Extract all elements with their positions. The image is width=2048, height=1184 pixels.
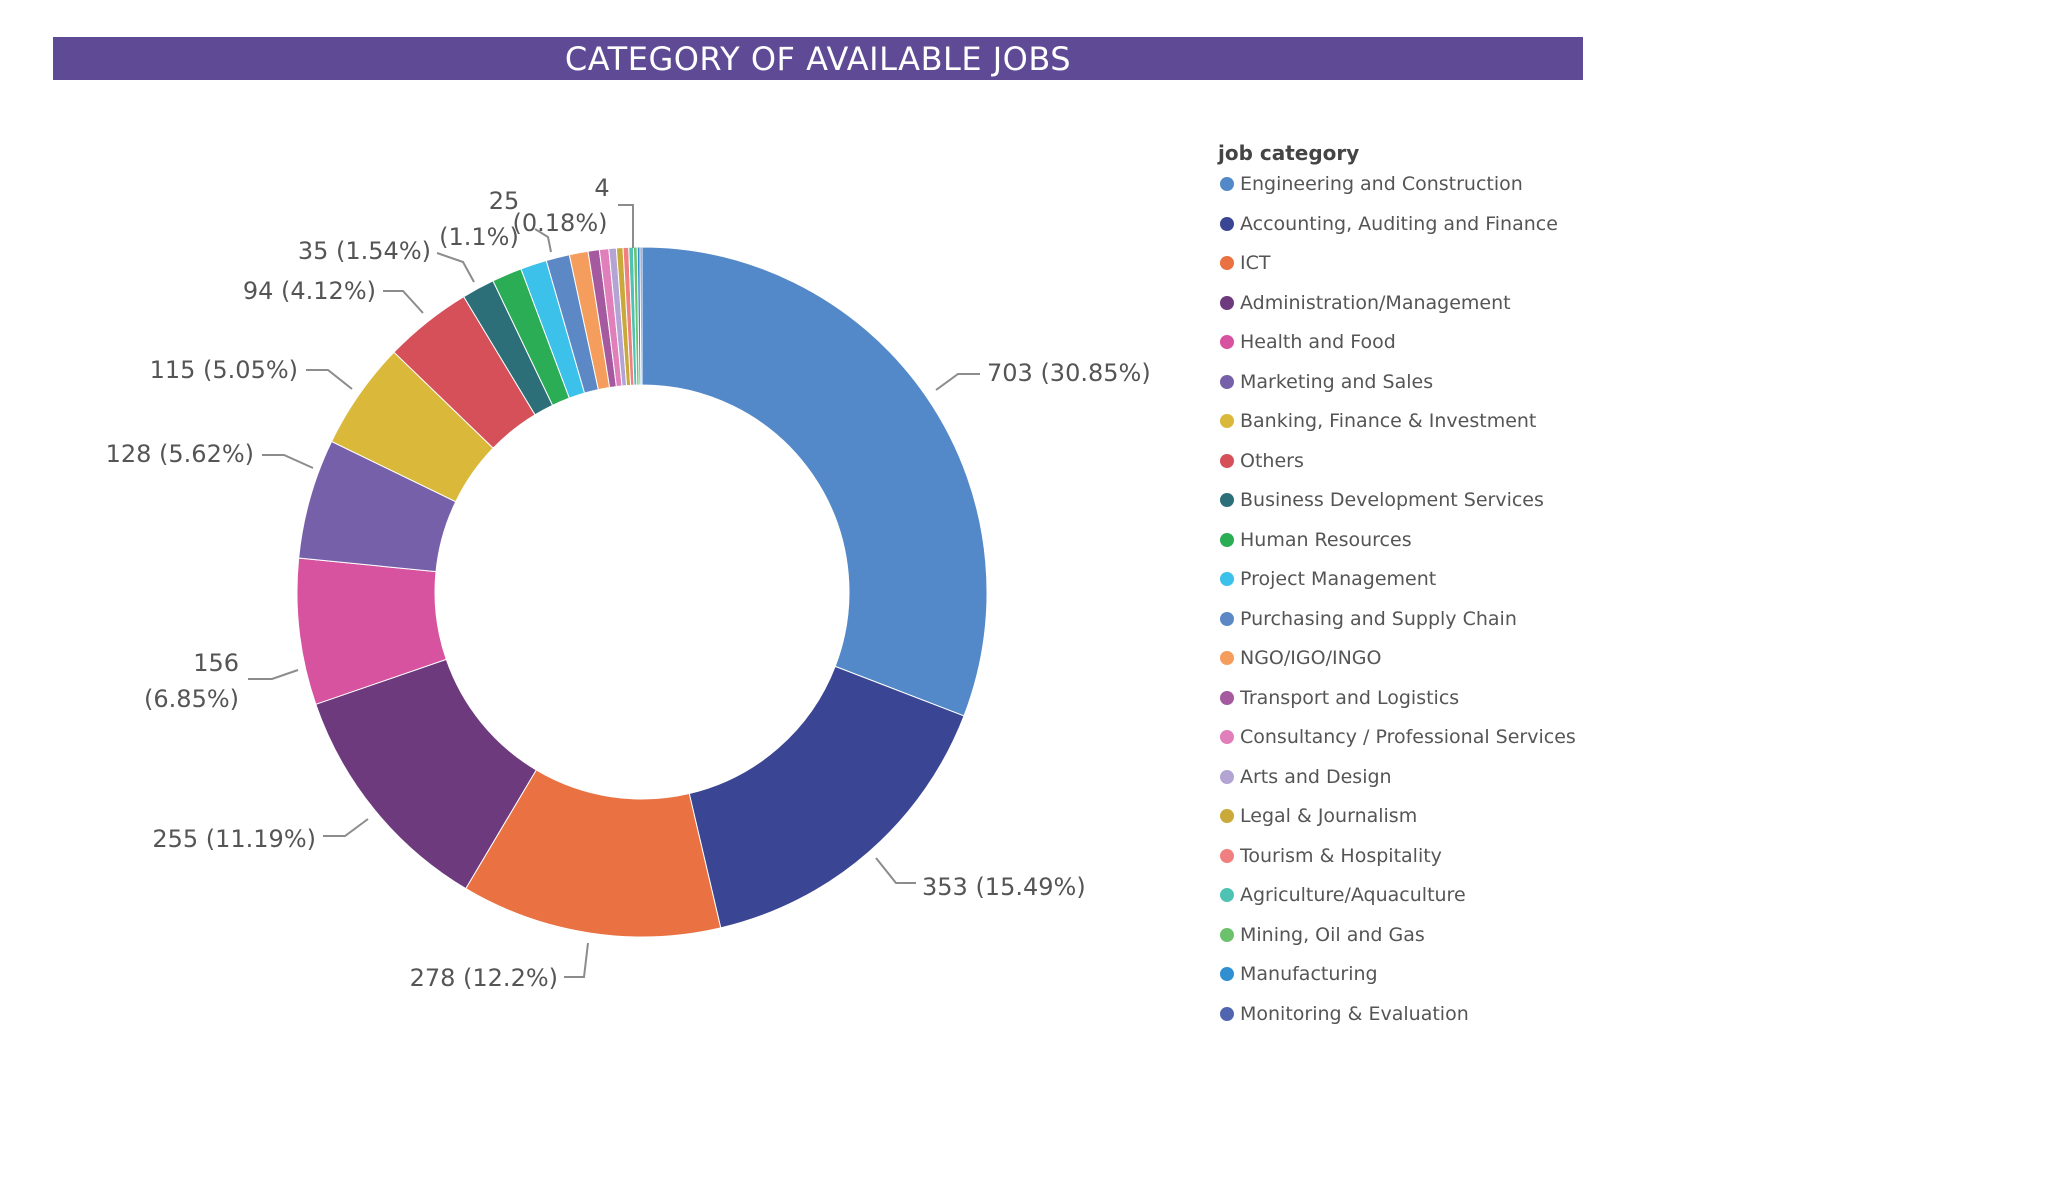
legend-item-ict[interactable]: ICT xyxy=(1218,251,1618,291)
leader-line-banking-finance-investment xyxy=(306,369,353,390)
legend-item-tourism-hospitality[interactable]: Tourism & Hospitality xyxy=(1218,844,1618,884)
legend-item-administration-management[interactable]: Administration/Management xyxy=(1218,291,1618,331)
legend-title: job category xyxy=(1218,141,1360,165)
legend-swatch xyxy=(1220,335,1234,349)
legend-swatch xyxy=(1220,295,1234,310)
legend-label: Tourism & Hospitality xyxy=(1240,844,1442,867)
leader-line-others xyxy=(383,290,424,314)
legend-swatch xyxy=(1220,611,1234,626)
legend-item-transport-and-logistics[interactable]: Transport and Logistics xyxy=(1218,686,1618,726)
data-label-marketing-and-sales: 128 (5.62%) xyxy=(106,440,254,468)
legend-item-human-resources[interactable]: Human Resources xyxy=(1218,528,1618,568)
legend: job category Engineering and Constructio… xyxy=(1218,140,1618,1041)
legend-item-others[interactable]: Others xyxy=(1218,449,1618,489)
legend-swatch xyxy=(1220,374,1234,389)
legend-label: Administration/Management xyxy=(1240,291,1511,314)
legend-item-manufacturing[interactable]: Manufacturing xyxy=(1218,962,1618,1002)
legend-label: Manufacturing xyxy=(1240,963,1378,985)
legend-swatch xyxy=(1220,493,1234,507)
legend-swatch xyxy=(1220,848,1234,863)
legend-swatch xyxy=(1220,690,1234,705)
data-label-engineering-and-construction: 703 (30.85%) xyxy=(987,359,1151,387)
legend-label: Marketing and Sales xyxy=(1240,370,1434,393)
data-label-administration-management: 255 (11.19%) xyxy=(152,825,316,853)
legend-swatch xyxy=(1220,414,1234,428)
legend-item-monitoring-evaluation[interactable]: Monitoring & Evaluation xyxy=(1218,1002,1618,1042)
data-label-business-development-services: 35 (1.54%) xyxy=(298,237,431,265)
legend-item-project-management[interactable]: Project Management xyxy=(1218,567,1618,607)
legend-item-engineering-and-construction[interactable]: Engineering and Construction xyxy=(1218,172,1618,212)
legend-swatch xyxy=(1220,572,1234,586)
data-label-health-and-food: 156 (6.85%) xyxy=(144,649,239,713)
legend-label: Others xyxy=(1240,449,1304,472)
donut-slices xyxy=(296,246,988,938)
legend-label: Engineering and Construction xyxy=(1240,173,1523,195)
legend-swatch xyxy=(1220,256,1234,270)
legend-label: Legal & Journalism xyxy=(1240,805,1418,827)
legend-label: ICT xyxy=(1240,252,1271,274)
slice-labels: 703 (30.85%) 353 (15.49%) 278 (12.2%) 255 (… xyxy=(106,174,1151,992)
slice-engineering-and-construction xyxy=(641,246,988,717)
legend-swatch xyxy=(1220,651,1234,665)
leader-line-mining-oil-and-gas xyxy=(618,204,634,248)
legend-label: Banking, Finance & Investment xyxy=(1240,410,1537,432)
slice-accounting-auditing-and-finance xyxy=(688,665,965,929)
leader-line-engineering-and-construction xyxy=(935,373,980,391)
legend-label: Health and Food xyxy=(1240,331,1396,353)
chart-title: CATEGORY OF AVAILABLE JOBS xyxy=(53,37,1583,80)
legend-item-ngo-igo-ingo[interactable]: NGO/IGO/INGO xyxy=(1218,646,1618,686)
legend-label: Agriculture/Aquaculture xyxy=(1240,884,1466,906)
legend-item-accounting-auditing-and-finance[interactable]: Accounting, Auditing and Finance xyxy=(1218,212,1618,252)
legend-label: Business Development Services xyxy=(1240,489,1544,511)
legend-label: Purchasing and Supply Chain xyxy=(1240,607,1517,630)
legend-swatch xyxy=(1220,216,1234,231)
legend-swatch xyxy=(1220,1006,1234,1021)
data-label-banking-finance-investment: 115 (5.05%) xyxy=(150,356,298,384)
legend-swatch xyxy=(1220,927,1234,942)
legend-item-health-and-food[interactable]: Health and Food xyxy=(1218,330,1618,370)
legend-label: Accounting, Auditing and Finance xyxy=(1240,212,1558,235)
legend-label: Consultancy / Professional Services xyxy=(1240,726,1576,748)
legend-item-marketing-and-sales[interactable]: Marketing and Sales xyxy=(1218,370,1618,410)
data-label-mining-oil-and-gas: 4 (0.18%) xyxy=(513,174,610,237)
legend-item-agriculture-aquaculture[interactable]: Agriculture/Aquaculture xyxy=(1218,883,1618,923)
legend-swatch xyxy=(1220,177,1234,191)
data-label-others: 94 (4.12%) xyxy=(243,277,376,305)
legend-item-business-development-services[interactable]: Business Development Services xyxy=(1218,488,1618,528)
legend-swatch xyxy=(1220,769,1234,784)
data-label-purchasing-and-supply-chain: 25 (1.1%) xyxy=(439,187,519,251)
leader-line-accounting-auditing-and-finance xyxy=(875,857,916,884)
data-label-ict: 278 (12.2%) xyxy=(410,964,558,992)
leader-line-administration-management xyxy=(323,818,369,837)
legend-item-purchasing-and-supply-chain[interactable]: Purchasing and Supply Chain xyxy=(1218,607,1618,647)
legend-swatch xyxy=(1220,888,1234,902)
legend-item-arts-and-design[interactable]: Arts and Design xyxy=(1218,765,1618,805)
legend-label: Arts and Design xyxy=(1240,765,1392,788)
leader-line-marketing-and-sales xyxy=(262,454,314,469)
leader-line-business-development-services xyxy=(436,252,475,283)
legend-item-consultancy-professional-services[interactable]: Consultancy / Professional Services xyxy=(1218,725,1618,765)
legend-item-mining-oil-and-gas[interactable]: Mining, Oil and Gas xyxy=(1218,923,1618,963)
legend-label: Human Resources xyxy=(1240,528,1412,551)
legend-swatch xyxy=(1220,809,1234,823)
legend-swatch xyxy=(1220,453,1234,468)
legend-item-legal-journalism[interactable]: Legal & Journalism xyxy=(1218,804,1618,844)
leader-line-ict xyxy=(564,942,589,978)
leader-line-purchasing-and-supply-chain xyxy=(534,228,552,253)
data-label-accounting-auditing-and-finance: 353 (15.49%) xyxy=(922,873,1086,901)
legend-label: Monitoring & Evaluation xyxy=(1240,1002,1469,1025)
legend-swatch xyxy=(1220,532,1234,547)
slice-monitoring-evaluation xyxy=(639,246,643,386)
legend-swatch xyxy=(1220,967,1234,981)
leader-line-health-and-food xyxy=(248,669,299,680)
legend-label: Project Management xyxy=(1240,568,1437,590)
legend-label: Mining, Oil and Gas xyxy=(1240,923,1425,946)
legend-item-banking-finance-investment[interactable]: Banking, Finance & Investment xyxy=(1218,409,1618,449)
legend-swatch xyxy=(1220,730,1234,744)
legend-label: Transport and Logistics xyxy=(1240,686,1460,709)
legend-items: Engineering and Construction Accounting, … xyxy=(1218,172,1618,1041)
legend-label: NGO/IGO/INGO xyxy=(1240,647,1382,669)
